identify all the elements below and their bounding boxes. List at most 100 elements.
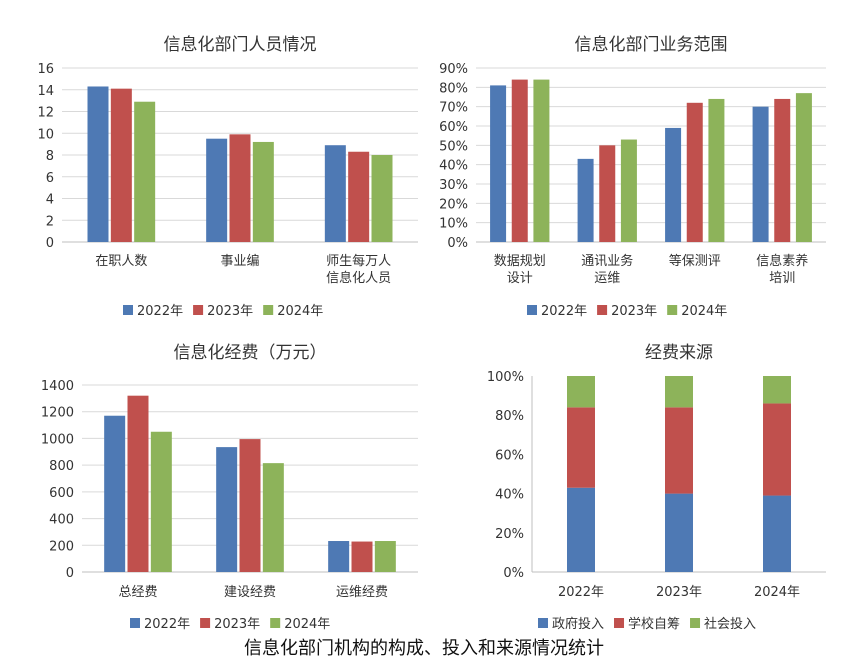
y-tick-label: 80% (495, 409, 524, 424)
bar-政府投入 (763, 495, 791, 572)
y-tick-label: 4 (46, 193, 54, 208)
bar-2024年 (150, 431, 172, 572)
bar-2023年 (686, 102, 703, 242)
legend-swatch (193, 305, 204, 315)
legend-label: 2024年 (284, 617, 330, 632)
y-tick-label: 8 (46, 149, 54, 164)
bar-2022年 (490, 85, 507, 243)
bar-政府投入 (665, 493, 693, 572)
legend-swatch (690, 618, 701, 628)
y-tick-label: 40% (495, 488, 524, 503)
y-tick-label: 1400 (41, 379, 74, 394)
legend-label: 2023年 (214, 617, 260, 632)
chart-3: 信息化经费（万元） 0 200 400 600 800 1000 1200 1400 总经费 建设经… (41, 343, 418, 632)
y-tick-label: 40% (439, 159, 468, 174)
legend-label: 2023年 (611, 304, 657, 319)
category-label: 培训 (769, 270, 795, 286)
y-tick-label: 6 (46, 171, 54, 186)
bar-学校自筹 (567, 407, 595, 488)
bar-2022年 (665, 127, 682, 242)
y-tick-label: 16 (37, 62, 54, 77)
legend-swatch (527, 305, 537, 315)
bar-2022年 (206, 138, 228, 242)
bar-社会投入 (665, 376, 693, 408)
category-label: 信息素养 (756, 253, 808, 269)
bar-政府投入 (567, 487, 595, 572)
category-label: 通讯业务 (581, 253, 633, 269)
bar-2022年 (324, 145, 346, 242)
y-tick-label: 600 (49, 486, 74, 501)
bar-学校自筹 (665, 407, 693, 494)
legend-label: 2022年 (137, 304, 183, 319)
bar-2023年 (774, 98, 791, 242)
y-tick-label: 0% (447, 236, 468, 251)
legend-swatch (614, 618, 625, 628)
y-tick-label: 0% (503, 566, 524, 581)
bar-2024年 (533, 79, 550, 242)
bar-2022年 (752, 106, 769, 243)
bar-2023年 (351, 541, 373, 572)
bar-2023年 (229, 134, 251, 242)
bar-2024年 (262, 463, 284, 572)
y-tick-label: 12 (37, 106, 54, 121)
legend-label: 2024年 (277, 304, 323, 319)
category-label: 信息化人员 (326, 270, 391, 286)
bar-2022年 (87, 86, 109, 242)
legend-swatch (263, 305, 274, 315)
y-tick-label: 70% (439, 101, 468, 116)
bar-2024年 (134, 101, 156, 243)
bar-2024年 (795, 93, 812, 242)
category-label: 数据规划 (494, 254, 546, 269)
bar-2022年 (328, 541, 350, 572)
category-label: 建设经费 (224, 585, 276, 600)
legend-label: 学校自筹 (628, 616, 680, 632)
y-tick-label: 1200 (41, 406, 74, 421)
bar-2023年 (127, 395, 149, 572)
y-tick-label: 14 (37, 84, 54, 99)
y-tick-label: 1000 (41, 432, 74, 447)
bar-2022年 (216, 447, 238, 572)
category-label: 总经费 (118, 585, 157, 600)
y-tick-label: 2 (46, 214, 54, 229)
chart-title: 经费来源 (645, 343, 713, 363)
y-tick-label: 10% (439, 217, 468, 232)
bar-2023年 (110, 88, 132, 242)
legend-swatch (130, 618, 140, 628)
category-label: 师生每万人 (326, 253, 391, 269)
category-label: 运维 (594, 271, 620, 286)
legend-label: 2023年 (207, 304, 253, 319)
legend-label: 政府投入 (552, 616, 604, 632)
y-tick-label: 400 (49, 513, 74, 528)
bar-2024年 (252, 141, 274, 242)
category-label: 运维经费 (336, 585, 388, 600)
bar-2023年 (599, 145, 616, 242)
legend-label: 社会投入 (704, 616, 756, 632)
y-tick-label: 20% (495, 527, 524, 542)
figure-caption: 信息化部门机构的构成、投入和来源情况统计 (244, 638, 604, 659)
chart-title: 信息化经费（万元） (174, 343, 327, 363)
bar-2022年 (104, 415, 126, 572)
y-tick-label: 80% (439, 81, 468, 96)
y-tick-label: 0 (66, 566, 74, 581)
bar-2023年 (348, 151, 370, 242)
category-label: 事业编 (220, 254, 259, 269)
y-tick-label: 200 (49, 539, 74, 554)
bar-社会投入 (567, 376, 595, 408)
chart-2: 信息化部门业务范围 0% 10% 20% 30% 40% 50% 60% 70% 80% 90% 数据… (439, 35, 826, 319)
bar-2024年 (620, 139, 637, 242)
bar-2022年 (577, 158, 594, 242)
bar-2023年 (511, 79, 528, 242)
bar-2023年 (239, 439, 261, 572)
category-label: 2023年 (656, 585, 702, 600)
y-tick-label: 0 (46, 236, 54, 251)
bar-2024年 (371, 155, 393, 242)
bar-社会投入 (763, 376, 791, 404)
chart-title: 信息化部门人员情况 (164, 35, 317, 55)
legend-label: 2022年 (541, 304, 587, 319)
legend-label: 2022年 (144, 617, 190, 632)
category-label: 等保测评 (669, 253, 721, 269)
legend-swatch (123, 305, 133, 315)
